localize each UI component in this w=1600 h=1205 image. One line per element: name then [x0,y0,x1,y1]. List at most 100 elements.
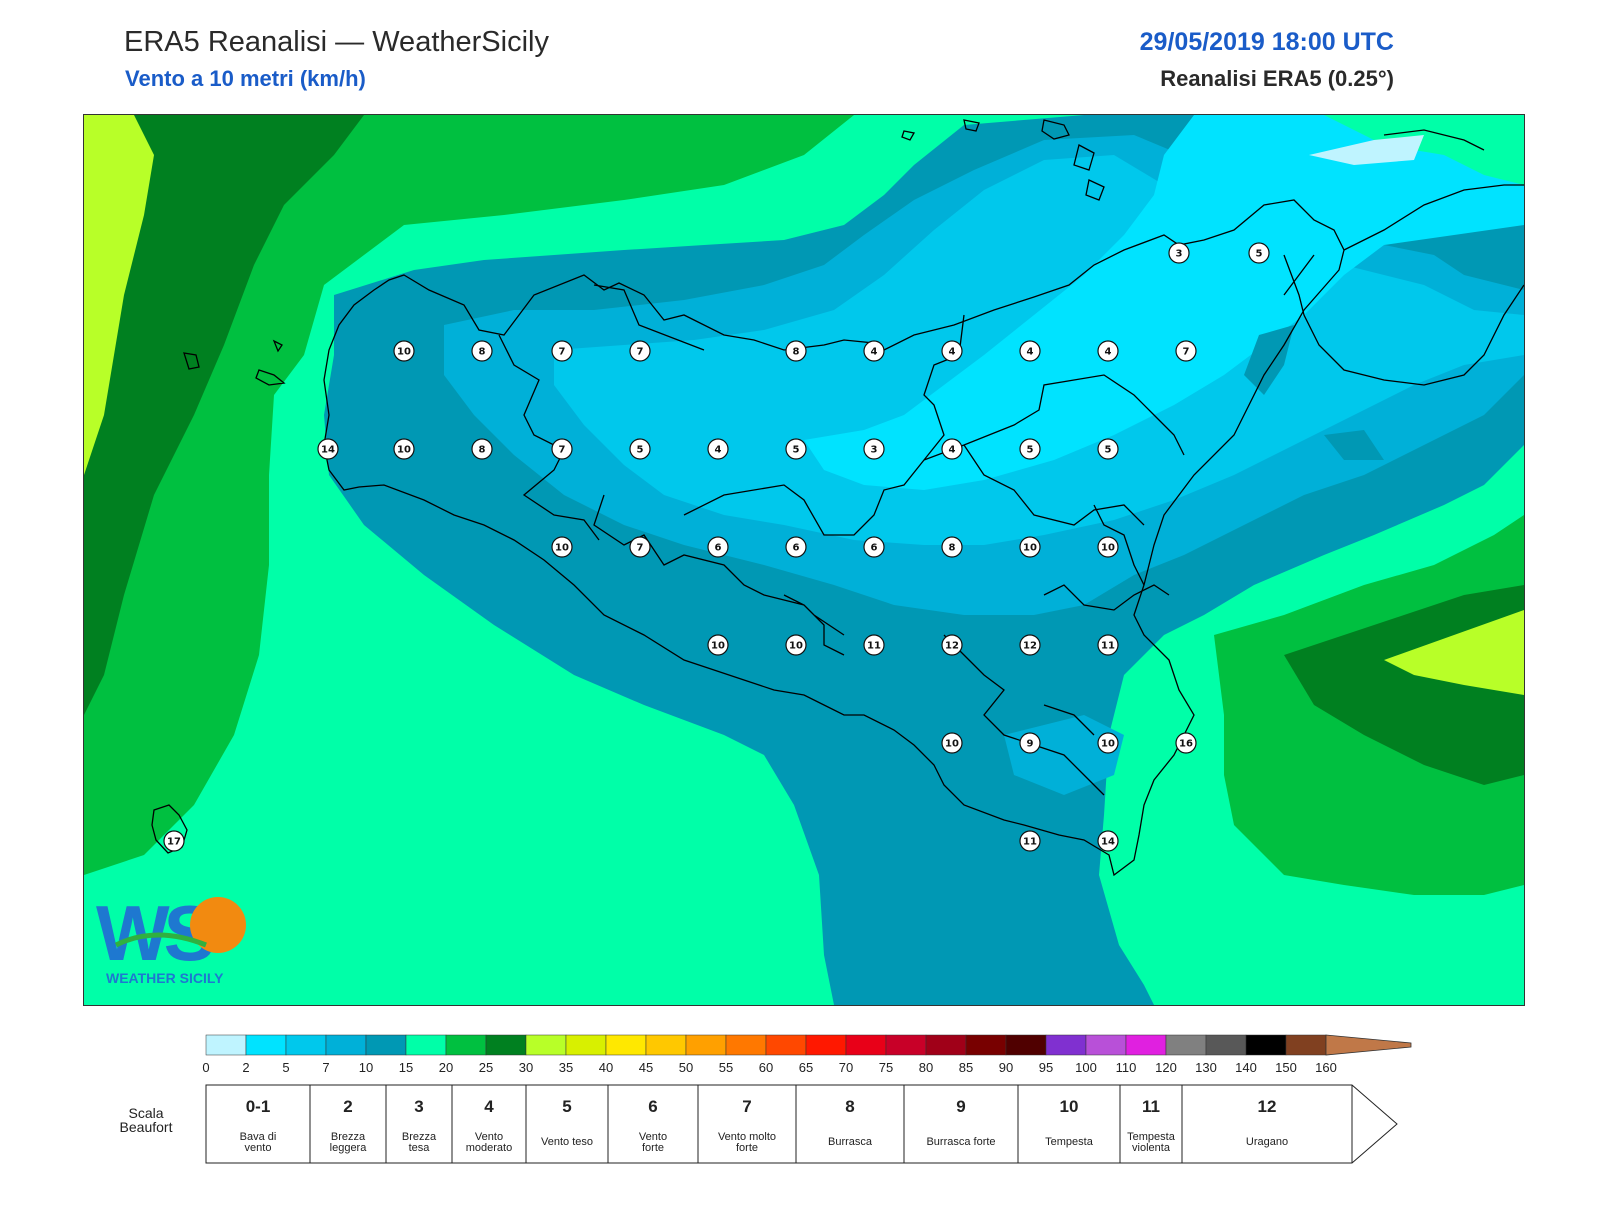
colorbar-segment [885,1034,927,1056]
beaufort-description: Vento molto [718,1131,776,1143]
colorbar-segment [1205,1034,1247,1056]
aeolian-islands [901,119,1105,201]
colorbar-tick-label: 95 [1039,1060,1053,1075]
beaufort-description: forte [642,1142,664,1154]
wind-value-marker: 12 [941,634,963,656]
beaufort-class: 8 Burrasca [795,1084,905,1164]
valid-datetime: 29/05/2019 18:00 UTC [1139,28,1394,56]
colorbar-tick-label: 20 [439,1060,453,1075]
colorbar-segment [405,1034,447,1056]
beaufort-description: Tempesta [1045,1136,1094,1148]
colorbar-tick-label: 2 [242,1060,249,1075]
colorbar-segment [285,1034,327,1056]
wind-value-marker: 5 [785,438,807,460]
wind-value-marker: 6 [863,536,885,558]
colorbar-segment [965,1034,1007,1056]
beaufort-title-1: Scala [128,1105,163,1121]
colorbar-tick-label: 60 [759,1060,773,1075]
wind-value-marker: 8 [785,340,807,362]
beaufort-description: tesa [409,1142,431,1154]
wind-value-marker: 9 [1019,732,1041,754]
colorbar-segment [685,1034,727,1056]
wind-value-marker: 4 [707,438,729,460]
wind-value-label: 14 [1101,837,1115,848]
colorbar-tick-label: 7 [322,1060,329,1075]
colorbar-segment [605,1034,647,1056]
map-title: ERA5 Reanalisi — WeatherSicily [124,26,549,58]
beaufort-number: 8 [845,1097,854,1116]
colorbar-tick-label: 75 [879,1060,893,1075]
colorbar-tick-label: 30 [519,1060,533,1075]
wind-value-label: 5 [637,445,644,456]
map-subtitle: Vento a 10 metri (km/h) [125,66,366,91]
wind-value-label: 5 [1256,249,1263,260]
beaufort-description: Vento [475,1131,503,1143]
colorbar-tick-label: 10 [359,1060,373,1075]
wind-value-label: 10 [945,739,959,750]
wind-value-marker: 10 [1097,732,1119,754]
wind-value-marker: 14 [1097,830,1119,852]
beaufort-number: 3 [414,1097,423,1116]
wind-value-marker: 10 [551,536,573,558]
zone-east-yellow [1384,610,1524,695]
wind-value-label: 4 [1105,347,1112,358]
wind-value-marker: 11 [863,634,885,656]
wind-value-label: 14 [321,445,335,456]
wind-value-marker: 17 [163,830,185,852]
colorbar-segment [725,1034,767,1056]
colorbar-tick-label: 130 [1195,1060,1217,1075]
wind-value-label: 4 [871,347,878,358]
colorbar-tick-label: 5 [282,1060,289,1075]
wind-value-marker: 10 [941,732,963,754]
wind-value-label: 11 [867,641,881,652]
colorbar-tick-label: 80 [919,1060,933,1075]
beaufort-number: 12 [1258,1097,1277,1116]
beaufort-number: 5 [562,1097,571,1116]
wind-value-marker: 8 [941,536,963,558]
wind-value-label: 6 [715,543,722,554]
colorbar-tick-label: 120 [1155,1060,1177,1075]
colorbar-segment [765,1034,807,1056]
beaufort-description: Vento [639,1131,667,1143]
wind-map: 3 5 10 8 7 7 8 4 4 4 4 7 14 10 8 7 5 4 5 3 4 5 5 10 7 6 6 6 8 10 10 10 1… [83,114,1525,1006]
wind-value-label: 3 [871,445,878,456]
wind-value-label: 12 [945,641,959,652]
wind-value-marker: 11 [1019,830,1041,852]
wind-value-label: 7 [559,347,566,358]
colorbar-segment [1165,1034,1207,1056]
wind-value-label: 10 [789,641,803,652]
zone-dark-green-west [84,115,854,875]
wind-value-label: 5 [1105,445,1112,456]
colorbar-segment [205,1034,247,1056]
beaufort-number: 11 [1142,1097,1160,1116]
wind-value-label: 7 [637,347,644,358]
wind-value-label: 4 [949,347,956,358]
sicily-coastline [323,199,1345,877]
wind-value-label: 10 [555,543,569,554]
beaufort-description: moderato [466,1142,512,1154]
wind-value-label: 5 [793,445,800,456]
wind-value-marker: 8 [471,340,493,362]
colorbar-segment [845,1034,887,1056]
beaufort-description: leggera [330,1142,368,1154]
zone-darkest-west [84,115,364,715]
wind-value-marker: 7 [551,340,573,362]
wind-value-label: 10 [397,347,411,358]
wind-value-marker: 4 [1019,340,1041,362]
beaufort-number: 2 [343,1097,352,1116]
wind-value-label: 16 [1179,739,1193,750]
wind-value-marker: 4 [1097,340,1119,362]
beaufort-number: 6 [648,1097,657,1116]
colorbar-segment [365,1034,407,1056]
wind-value-label: 4 [715,445,722,456]
colorbar-tick-label: 65 [799,1060,813,1075]
colorbar-tick-label: 15 [399,1060,413,1075]
beaufort-class: 10 Tempesta [1017,1084,1121,1164]
colorbar-segment [1285,1034,1327,1056]
beaufort-description: Vento teso [541,1136,593,1148]
wind-value-marker: 16 [1175,732,1197,754]
wind-value-label: 8 [793,347,800,358]
